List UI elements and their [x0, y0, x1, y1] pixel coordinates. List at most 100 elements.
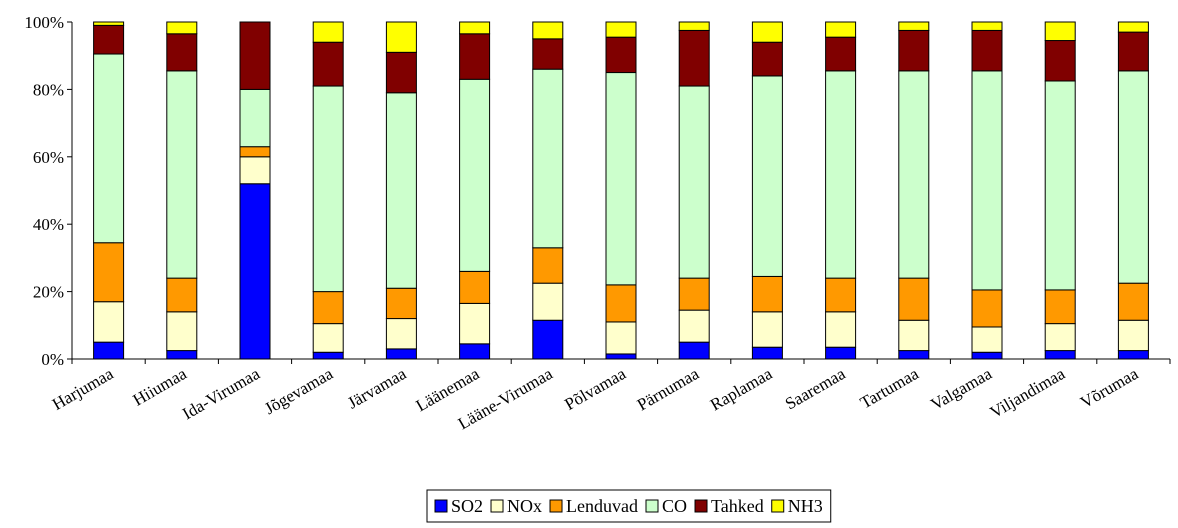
bar-segment-SO2	[751, 346, 783, 360]
bar-group-Läänemaa	[459, 21, 491, 360]
bar-segment-CO	[312, 85, 344, 293]
bar-segment-CO	[678, 85, 710, 279]
bar-group-Põlvamaa	[605, 21, 637, 360]
bar-segment-NH3	[971, 21, 1003, 31]
bar-segment-NOx	[166, 311, 198, 352]
bar-group-Jõgevamaa	[312, 21, 344, 360]
bar-segment-Lenduvad	[605, 284, 637, 323]
legend-swatch-Lenduvad	[549, 499, 563, 513]
bar-segment-NH3	[678, 21, 710, 31]
legend-swatch-CO	[645, 499, 659, 513]
bar-segment-NH3	[605, 21, 637, 38]
bar-segment-SO2	[1117, 350, 1149, 360]
bar-segment-SO2	[971, 351, 1003, 360]
bar-segment-Tahked	[166, 33, 198, 72]
bar-segment-NH3	[1117, 21, 1149, 33]
bar-segment-Tahked	[751, 41, 783, 77]
bar-group-Viljandimaa	[1044, 21, 1076, 360]
bar-group-Harjumaa	[93, 21, 125, 360]
bar-segment-Lenduvad	[312, 291, 344, 325]
bar-segment-Tahked	[1117, 31, 1149, 72]
legend-swatch-SO2	[434, 499, 448, 513]
bar-segment-NH3	[1044, 21, 1076, 42]
bar-segment-SO2	[239, 183, 271, 360]
bar-segment-Lenduvad	[751, 275, 783, 313]
bar-segment-NH3	[751, 21, 783, 43]
bar-segment-NH3	[312, 21, 344, 43]
bar-segment-Tahked	[605, 36, 637, 74]
bar-segment-CO	[971, 70, 1003, 291]
x-tick-label: Pärnumaa	[634, 364, 703, 415]
bar-segment-Lenduvad	[1117, 282, 1149, 321]
bar-segment-CO	[166, 70, 198, 279]
y-tick-label: 20%	[33, 283, 64, 302]
bar-segment-Tahked	[239, 21, 271, 90]
bar-segment-CO	[385, 92, 417, 289]
y-tick-label: 100%	[24, 13, 64, 32]
y-axis: 0% 20% 40% 60% 80% 100%	[24, 13, 73, 369]
bar-segment-CO	[825, 70, 857, 279]
bar-segment-SO2	[385, 348, 417, 360]
x-tick-label: Harjumaa	[49, 364, 117, 414]
bar-group-Saaremaa	[825, 21, 857, 360]
bar-segment-SO2	[898, 350, 930, 360]
legend-label-NH3: NH3	[788, 496, 823, 516]
bar-segment-Lenduvad	[1044, 289, 1076, 325]
bar-group-Hiiumaa	[166, 21, 198, 360]
legend-label-SO2: SO2	[451, 496, 483, 516]
bar-segment-Tahked	[898, 29, 930, 72]
x-tick-label: Saaremaa	[782, 364, 849, 414]
y-tick-label: 40%	[33, 215, 64, 234]
bar-segment-NOx	[751, 311, 783, 348]
bar-segment-SO2	[459, 343, 491, 360]
bar-segment-Tahked	[459, 33, 491, 80]
legend: SO2 NOx Lenduvad CO Tahked NH3	[426, 489, 832, 523]
bar-segment-Lenduvad	[825, 277, 857, 313]
bar-segment-Tahked	[532, 38, 564, 70]
bar-segment-Tahked	[312, 41, 344, 87]
bar-segment-NOx	[312, 323, 344, 353]
bar-segment-CO	[751, 75, 783, 277]
bar-group-Valgamaa	[971, 21, 1003, 360]
bars	[93, 21, 1149, 360]
bar-segment-NOx	[825, 311, 857, 348]
y-tick-label: 60%	[33, 148, 64, 167]
bar-segment-CO	[898, 70, 930, 279]
x-tick-label: Hiiumaa	[130, 364, 191, 410]
bar-segment-Lenduvad	[239, 146, 271, 158]
bar-group-Järvamaa	[385, 21, 417, 360]
bar-segment-Tahked	[971, 29, 1003, 72]
bar-segment-Lenduvad	[678, 277, 710, 311]
bar-segment-Tahked	[93, 24, 125, 55]
bar-segment-NOx	[532, 282, 564, 321]
bar-segment-NOx	[1117, 319, 1149, 352]
bar-segment-SO2	[312, 351, 344, 360]
legend-swatch-NOx	[490, 499, 504, 513]
bar-segment-CO	[239, 88, 271, 148]
bar-group-Raplamaa	[751, 21, 783, 360]
bar-segment-CO	[1117, 70, 1149, 284]
bar-segment-NOx	[898, 319, 930, 352]
bar-segment-SO2	[93, 341, 125, 360]
bar-segment-NH3	[825, 21, 857, 38]
bar-segment-Lenduvad	[166, 277, 198, 313]
bar-segment-CO	[93, 53, 125, 244]
x-tick-label: Järvamaa	[344, 364, 409, 413]
bar-segment-NOx	[605, 321, 637, 355]
bar-segment-Tahked	[825, 36, 857, 72]
x-tick-label: Jõgevamaa	[261, 364, 336, 418]
bar-segment-SO2	[532, 319, 564, 360]
bar-segment-NOx	[239, 156, 271, 185]
bar-segment-SO2	[825, 346, 857, 360]
bar-segment-SO2	[678, 341, 710, 360]
bar-segment-Lenduvad	[898, 277, 930, 321]
bar-segment-CO	[532, 68, 564, 249]
bar-segment-Lenduvad	[971, 289, 1003, 328]
bar-group-Võrumaa	[1117, 21, 1149, 360]
bar-segment-NH3	[532, 21, 564, 40]
bar-segment-NH3	[166, 21, 198, 35]
bar-segment-Tahked	[678, 29, 710, 87]
legend-label-NOx: NOx	[507, 496, 542, 516]
